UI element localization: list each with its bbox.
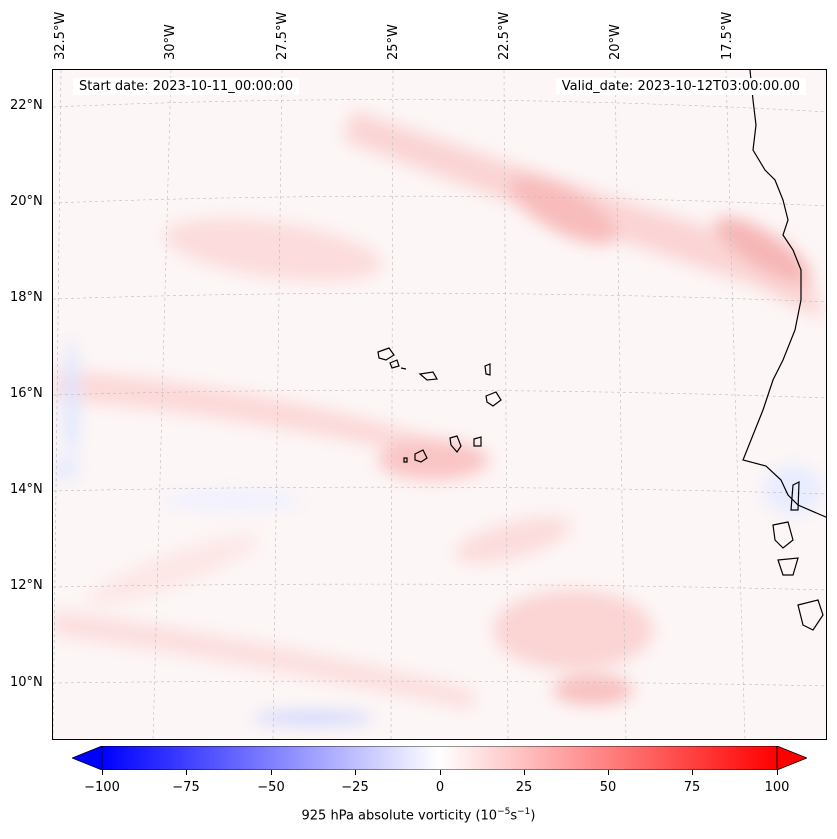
cb-tick-label: −25 bbox=[341, 780, 369, 795]
lat-label-18n: 18°N bbox=[10, 290, 43, 305]
cb-tickmark bbox=[440, 770, 441, 775]
map-canvas bbox=[53, 70, 826, 739]
cb-tickmark bbox=[102, 770, 103, 775]
cape-verde-islands bbox=[377, 347, 502, 463]
lat-label-12n: 12°N bbox=[10, 578, 43, 593]
cb-tickmark bbox=[186, 770, 187, 775]
lon-label-32-5w: 32.5°W bbox=[53, 11, 68, 60]
lon-label-27-5w: 27.5°W bbox=[275, 11, 290, 60]
cb-tickmark bbox=[777, 770, 778, 775]
colorbar-label-end: ) bbox=[530, 808, 536, 824]
lon-label-17-5w: 17.5°W bbox=[720, 11, 735, 60]
cb-tickmark bbox=[271, 770, 272, 775]
colorbar-label-exp2: −1 bbox=[517, 807, 531, 817]
lat-label-16n: 16°N bbox=[10, 386, 43, 401]
cb-tick-label: −100 bbox=[84, 780, 120, 795]
colorbar-label-exp1: −5 bbox=[497, 807, 511, 817]
colorbar-label-mid: s bbox=[510, 808, 518, 824]
valid-date-label: Valid_date: 2023-10-12T03:00:00.00 bbox=[555, 78, 806, 95]
colorbar-label-main: 925 hPa absolute vorticity (10 bbox=[301, 808, 498, 824]
start-date-label: Start date: 2023-10-11_00:00:00 bbox=[73, 78, 300, 95]
cb-tick-label: 100 bbox=[764, 780, 790, 795]
cb-tickmark bbox=[355, 770, 356, 775]
lon-label-20w: 20°W bbox=[608, 24, 623, 60]
lon-label-30w: 30°W bbox=[163, 24, 178, 60]
cb-tick-label: 50 bbox=[599, 780, 617, 795]
cb-tickmark bbox=[524, 770, 525, 775]
cb-tick-label: −50 bbox=[257, 780, 285, 795]
cb-tick-label: 75 bbox=[683, 780, 701, 795]
cb-tick-label: 0 bbox=[435, 780, 445, 795]
lat-label-10n: 10°N bbox=[10, 675, 43, 690]
coastline bbox=[742, 70, 826, 631]
cb-tick-label: 25 bbox=[515, 780, 533, 795]
graticule bbox=[53, 70, 826, 739]
cb-tickmark bbox=[608, 770, 609, 775]
vorticity-map[interactable]: Start date: 2023-10-11_00:00:00 Valid_da… bbox=[52, 69, 827, 740]
colorbar-label: 925 hPa absolute vorticity (10−5s−1) bbox=[0, 807, 837, 823]
colorbar bbox=[72, 746, 807, 770]
lon-label-22-5w: 22.5°W bbox=[497, 11, 512, 60]
lon-label-25w: 25°W bbox=[386, 24, 401, 60]
cb-tick-label: −75 bbox=[172, 780, 200, 795]
lat-label-22n: 22°N bbox=[10, 98, 43, 113]
lat-label-14n: 14°N bbox=[10, 482, 43, 497]
cb-tickmark bbox=[692, 770, 693, 775]
vorticity-field bbox=[53, 110, 823, 724]
lat-label-20n: 20°N bbox=[10, 194, 43, 209]
